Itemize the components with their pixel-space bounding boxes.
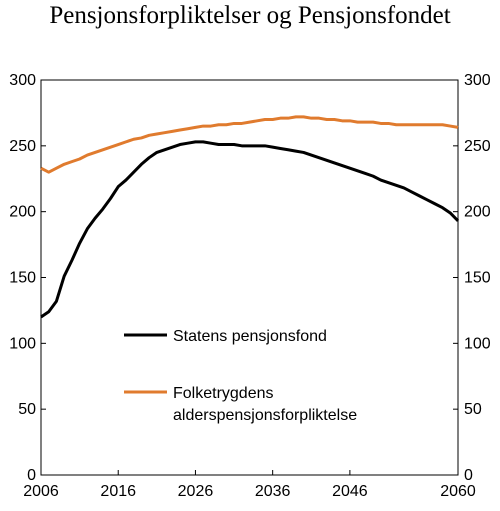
x-tick-label: 2036 [255, 483, 291, 500]
y-tick-label-right: 200 [464, 204, 491, 221]
y-tick-label-right: 0 [464, 467, 473, 484]
series-line-2 [40, 115, 459, 174]
y-tick-label-left: 0 [27, 467, 36, 484]
y-tick-label-right: 300 [464, 72, 491, 89]
legend-label: alderspensjonsforpliktelse [173, 407, 357, 424]
y-tick-label-left: 50 [18, 401, 36, 418]
y-tick-label-left: 150 [9, 270, 36, 287]
x-tick-label: 2006 [23, 483, 59, 500]
series-lines [40, 115, 460, 319]
x-tick-label: 2060 [440, 483, 476, 500]
y-tick-label-left: 200 [9, 204, 36, 221]
x-tick-label: 2026 [178, 483, 214, 500]
y-tick-label-right: 150 [464, 270, 491, 287]
y-tick-label-left: 300 [9, 72, 36, 89]
y-tick-label-right: 50 [464, 401, 482, 418]
legend-label: Statens pensjonsfond [173, 328, 327, 345]
y-tick-label-left: 100 [9, 335, 36, 352]
tick-labels: 0 0 50 50 100 100 150 150 200 200 250 250 300 300 2006… [9, 72, 491, 500]
x-tick-label: 2016 [100, 483, 136, 500]
y-tick-label-right: 100 [464, 335, 491, 352]
legend-label: Folketrygdens [173, 385, 274, 402]
series-line-1 [40, 140, 460, 319]
x-tick-label: 2046 [332, 483, 368, 500]
legend: Statens pensjonsfond Folketrygdens aldersp… [124, 328, 357, 424]
y-tick-label-right: 250 [464, 138, 491, 155]
y-tick-label-left: 250 [9, 138, 36, 155]
chart-title: Pensjonsforpliktelser og Pensjonsfondet [49, 2, 451, 29]
tick-marks [40, 79, 459, 476]
